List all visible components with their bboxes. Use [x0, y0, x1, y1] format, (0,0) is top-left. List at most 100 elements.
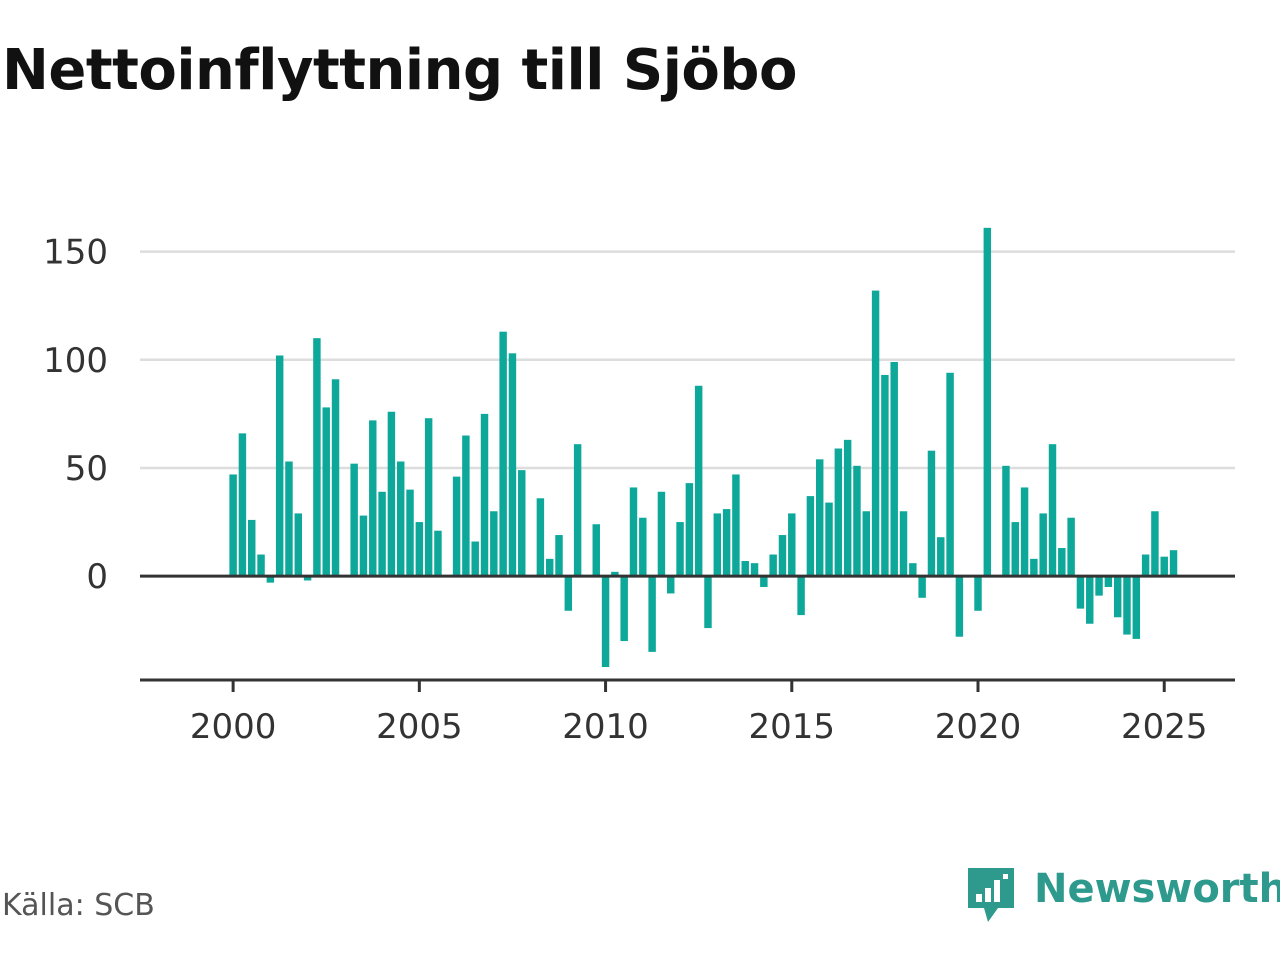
- source-note: Källa: SCB: [2, 888, 155, 923]
- bar: [1030, 558, 1038, 577]
- bar: [732, 474, 740, 577]
- bar: [1132, 576, 1141, 639]
- bar: [815, 459, 824, 577]
- bar: [1067, 517, 1075, 577]
- bar: [843, 439, 852, 577]
- bar: [369, 420, 377, 577]
- bar: [1048, 444, 1057, 577]
- gridlines: [140, 250, 1235, 470]
- bar: [937, 537, 945, 577]
- bar: [657, 491, 666, 577]
- bar: [490, 511, 498, 577]
- bar: [1058, 548, 1066, 577]
- x-tick-label: 2015: [749, 707, 836, 747]
- y-tick-label: 50: [65, 449, 108, 489]
- bar: [806, 496, 815, 577]
- bar: [518, 470, 526, 577]
- bar: [378, 491, 386, 577]
- bar: [909, 563, 917, 577]
- bar: [555, 535, 563, 577]
- bar: [722, 509, 731, 577]
- bar: [1086, 576, 1094, 624]
- bar: [508, 353, 517, 577]
- bar: [769, 554, 777, 577]
- bar: [1020, 487, 1029, 577]
- bar: [667, 576, 675, 594]
- bar: [676, 522, 684, 577]
- newsworthy-logo-icon: [968, 868, 1014, 922]
- bar: [601, 576, 610, 668]
- bar: [303, 576, 312, 581]
- bar: [946, 372, 954, 577]
- y-tick-labels: 0 50 100 150: [43, 233, 108, 598]
- y-tick-label: 100: [43, 341, 108, 381]
- bar: [564, 576, 573, 611]
- bar: [750, 563, 759, 577]
- bar: [350, 463, 358, 577]
- bar: [387, 411, 396, 577]
- bar: [694, 385, 703, 577]
- bar: [248, 519, 256, 577]
- bar: [825, 502, 833, 577]
- bar: [1123, 576, 1131, 635]
- bar: [1151, 511, 1159, 577]
- newsworthy-brand: Newsworthy: [964, 864, 1280, 926]
- x-tick-labels: 2000 2005 2010 2015 2020 2025: [190, 707, 1208, 747]
- bar: [1160, 556, 1168, 577]
- bar: [452, 476, 461, 577]
- bar: [1113, 576, 1122, 618]
- bar: [918, 576, 926, 598]
- bar: [1169, 550, 1178, 577]
- bar: [629, 487, 638, 577]
- bars: [229, 227, 1178, 668]
- bar: [359, 515, 368, 577]
- bar: [788, 513, 796, 577]
- bar: [871, 290, 880, 577]
- bar: [462, 435, 470, 577]
- x-tick-label: 2005: [376, 707, 463, 747]
- bar: [853, 465, 861, 577]
- bar: [1076, 576, 1085, 609]
- bar: [1011, 522, 1019, 577]
- bar: [1104, 576, 1113, 587]
- y-tick-label: 150: [43, 233, 108, 273]
- bar: [741, 561, 749, 577]
- bar: [275, 355, 284, 577]
- bar: [890, 361, 898, 577]
- bar: [639, 517, 647, 577]
- bar: [685, 483, 694, 577]
- bar: [536, 498, 545, 577]
- bar: [229, 474, 237, 577]
- bar: [899, 511, 908, 577]
- bar: [983, 227, 992, 577]
- bar: [434, 530, 442, 577]
- bar: [1141, 554, 1150, 577]
- bar: [1002, 465, 1010, 577]
- bar: [266, 576, 275, 583]
- bar: [955, 576, 964, 637]
- bar: [257, 554, 265, 577]
- bar: [760, 576, 768, 587]
- bar: [592, 524, 600, 577]
- bar: [406, 489, 414, 577]
- bar: [881, 374, 889, 577]
- x-tick-label: 2025: [1121, 707, 1208, 747]
- bar: [545, 558, 554, 577]
- x-tick-label: 2000: [190, 707, 277, 747]
- bar: [974, 576, 982, 611]
- chart-title: Nettoinflyttning till Sjöbo: [2, 38, 797, 103]
- bar: [238, 433, 247, 577]
- bar: [713, 513, 722, 577]
- axes: [140, 574, 1235, 692]
- bar: [424, 418, 433, 577]
- bar: [834, 448, 843, 577]
- bar: [778, 535, 787, 577]
- bar: [1039, 513, 1047, 577]
- bar: [322, 407, 330, 577]
- bar: [499, 331, 507, 577]
- bar: [396, 461, 405, 577]
- bar: [620, 576, 628, 642]
- y-tick-label: 0: [86, 557, 108, 597]
- bar: [1095, 576, 1103, 596]
- bar: [862, 511, 870, 577]
